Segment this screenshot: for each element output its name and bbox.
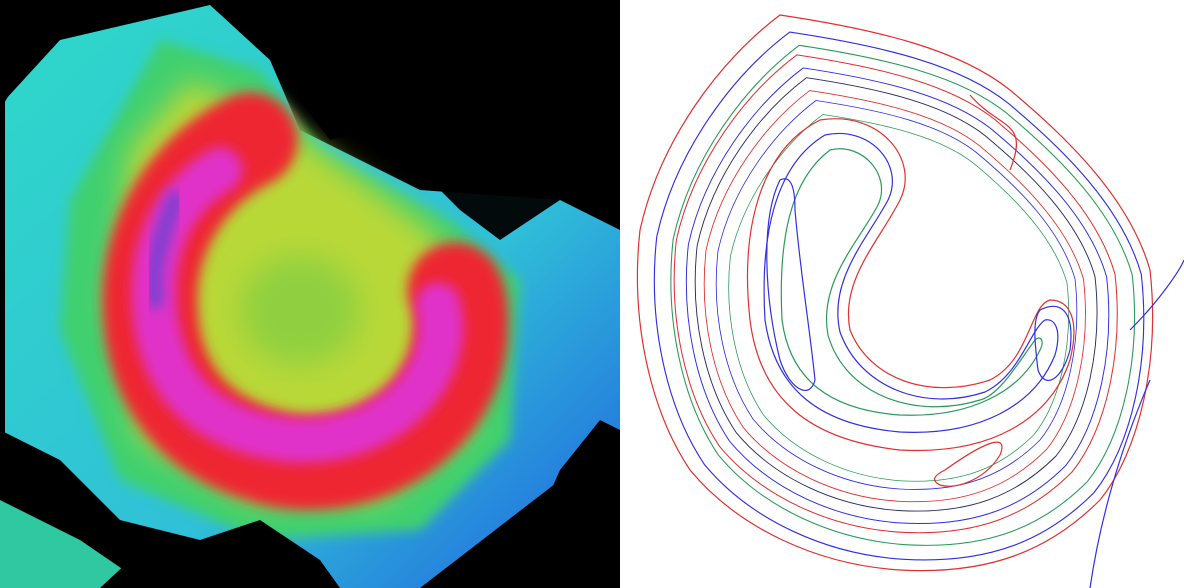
contour [1089, 379, 1151, 588]
bathymetry-map [0, 0, 620, 588]
contour [933, 441, 1003, 487]
void [500, 420, 620, 588]
contour [763, 132, 1059, 433]
deep-ridge [144, 191, 184, 309]
contour [969, 94, 1018, 171]
center-zone [240, 255, 360, 365]
contour [766, 178, 816, 391]
void [0, 0, 40, 110]
void [0, 430, 340, 588]
contour [1129, 259, 1184, 331]
contour [1034, 305, 1072, 381]
contour-panel [620, 0, 1184, 588]
void [260, 0, 620, 240]
contour [747, 118, 1075, 452]
contours [636, 14, 1184, 588]
